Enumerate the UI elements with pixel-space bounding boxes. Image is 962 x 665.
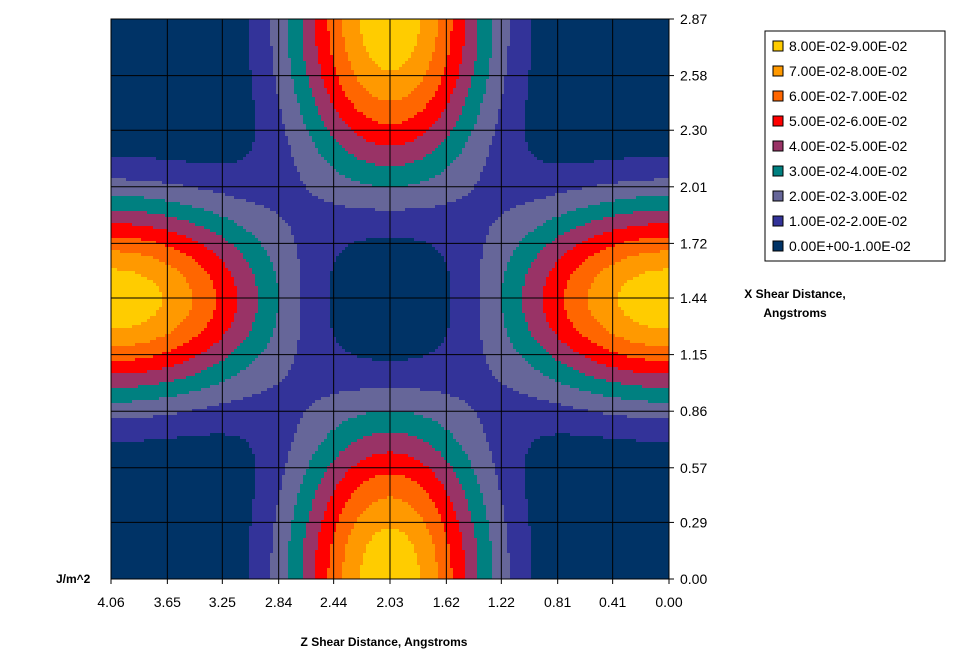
- legend-swatch: [772, 165, 784, 177]
- y-tick-label: 2.01: [680, 179, 707, 195]
- x-tick-label: 4.06: [97, 594, 124, 610]
- y-tick-label: 2.87: [680, 11, 707, 27]
- legend-swatch: [772, 140, 784, 152]
- legend: 8.00E-02-9.00E-02 7.00E-02-8.00E-02 6.00E-…: [764, 30, 946, 262]
- y-tick-label: 0.86: [680, 403, 707, 419]
- legend-label: 2.00E-02-3.00E-02: [789, 188, 908, 204]
- y-axis-title-line1: X Shear Distance,: [744, 287, 845, 301]
- legend-swatch: [772, 90, 784, 102]
- x-tick-label: 1.22: [488, 594, 515, 610]
- legend-swatch: [772, 65, 784, 77]
- legend-label: 6.00E-02-7.00E-02: [789, 88, 908, 104]
- y-tick-label: 2.58: [680, 68, 707, 84]
- legend-swatch: [772, 240, 784, 252]
- y-tick-label: 0.00: [680, 571, 707, 587]
- legend-label: 7.00E-02-8.00E-02: [789, 63, 908, 79]
- grid-lines: [111, 19, 669, 579]
- y-axis-ticks: 2.87 2.58 2.30 2.01 1.72 1.44 1.15 0.86 0.57 0.29…: [669, 11, 707, 587]
- y-tick-label: 1.15: [680, 347, 707, 363]
- x-tick-label: 3.65: [154, 594, 181, 610]
- y-tick-label: 0.29: [680, 514, 707, 530]
- x-tick-label: 2.44: [320, 594, 347, 610]
- legend-label: 4.00E-02-5.00E-02: [789, 138, 908, 154]
- legend-label: 5.00E-02-6.00E-02: [789, 113, 908, 129]
- legend-label: 8.00E-02-9.00E-02: [789, 38, 908, 54]
- y-tick-label: 1.72: [680, 235, 707, 251]
- legend-box: [764, 30, 946, 262]
- x-axis-title: Z Shear Distance, Angstroms: [301, 635, 468, 649]
- y-tick-label: 0.57: [680, 460, 707, 476]
- x-tick-label: 2.84: [265, 594, 292, 610]
- legend-label: 3.00E-02-4.00E-02: [789, 163, 908, 179]
- units-label: J/m^2: [56, 572, 91, 586]
- contour-band: [111, 19, 669, 579]
- x-tick-label: 1.62: [433, 594, 460, 610]
- x-tick-label: 0.81: [544, 594, 571, 610]
- legend-swatch: [772, 115, 784, 127]
- y-tick-label: 1.44: [680, 290, 707, 306]
- legend-swatch: [772, 215, 784, 227]
- legend-label: 0.00E+00-1.00E-02: [789, 238, 911, 254]
- x-tick-label: 3.25: [209, 594, 236, 610]
- x-tick-label: 2.03: [376, 594, 403, 610]
- legend-swatch: [772, 190, 784, 202]
- y-tick-label: 2.30: [680, 122, 707, 138]
- legend-label: 1.00E-02-2.00E-02: [789, 213, 908, 229]
- x-axis-ticks: 4.06 3.65 3.25 2.84 2.44 2.03 1.62 1.22 0.81 0.41…: [97, 579, 683, 610]
- x-tick-label: 0.41: [599, 594, 626, 610]
- y-axis-title-line2: Angstroms: [763, 306, 827, 320]
- legend-swatch: [772, 40, 784, 52]
- x-tick-label: 0.00: [655, 594, 682, 610]
